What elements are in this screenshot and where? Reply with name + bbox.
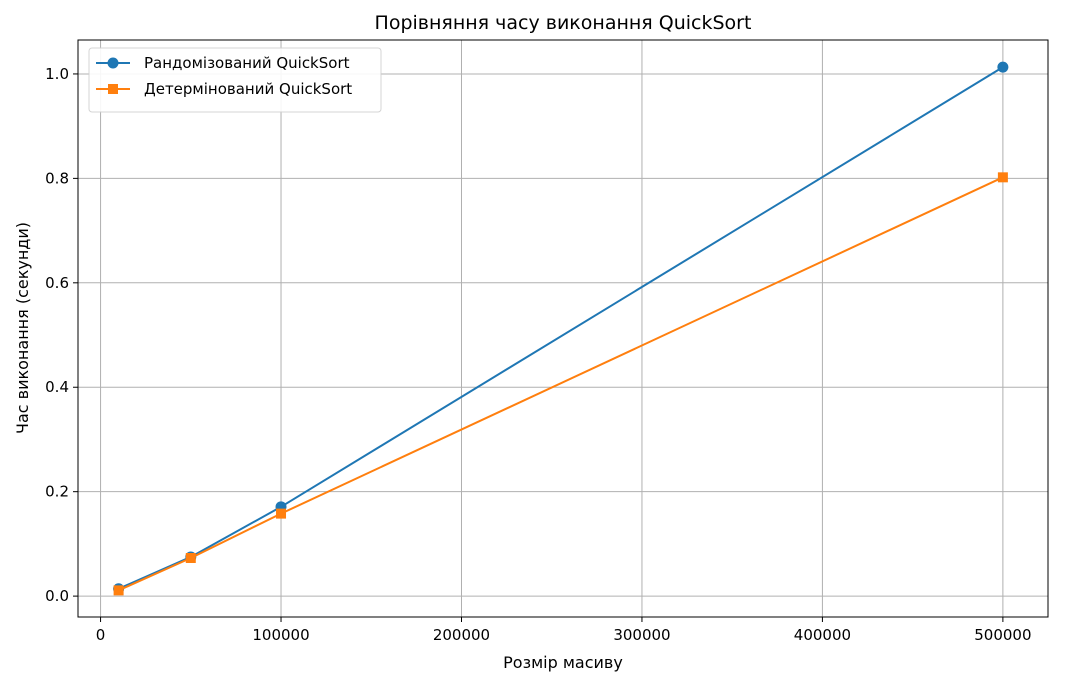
- axes-frame: [77, 39, 1049, 618]
- data-point: [185, 552, 196, 563]
- series-line: [117, 176, 1004, 592]
- legend-frame: [88, 47, 382, 113]
- x-tick-label: 500000: [974, 626, 1031, 644]
- chart-title: Порівняння часу виконання QuickSort: [375, 12, 752, 34]
- grid-lines: [78, 40, 1048, 617]
- axis-ticks: 0 100000 200000 300000 400000 500000 0.0 0.2 0.4…: [45, 65, 1031, 644]
- y-axis-label: Час виконання (секунди): [13, 222, 32, 434]
- data-point: [276, 508, 287, 519]
- series-line: [117, 66, 1004, 590]
- y-tick-label: 1.0: [45, 65, 69, 83]
- y-tick-label: 0.2: [45, 483, 69, 501]
- legend-swatch-marker: [108, 84, 118, 94]
- y-tick-label: 0.6: [45, 274, 69, 292]
- legend-item: Детермінований QuickSort: [96, 80, 352, 98]
- x-tick-label: 400000: [794, 626, 851, 644]
- y-tick-label: 0.4: [45, 378, 69, 396]
- x-tick-label: 0: [96, 626, 106, 644]
- legend-swatch-marker: [107, 57, 119, 69]
- legend-label: Детермінований QuickSort: [144, 80, 352, 98]
- x-tick-label: 200000: [433, 626, 490, 644]
- x-tick-label: 100000: [252, 626, 309, 644]
- series-2: [113, 172, 1008, 596]
- data-point: [997, 172, 1008, 183]
- x-tick-label: 300000: [613, 626, 670, 644]
- data-point: [997, 61, 1009, 73]
- series-lines: [113, 61, 1009, 596]
- legend-label: Рандомізований QuickSort: [144, 54, 350, 72]
- legend-item: Рандомізований QuickSort: [96, 54, 350, 72]
- y-tick-label: 0.8: [45, 169, 69, 187]
- y-tick-label: 0.0: [45, 587, 69, 605]
- data-point: [113, 585, 124, 596]
- x-axis-label: Розмір масиву: [503, 653, 623, 672]
- legend: Рандомізований QuickSort Детермінований Q…: [88, 47, 382, 113]
